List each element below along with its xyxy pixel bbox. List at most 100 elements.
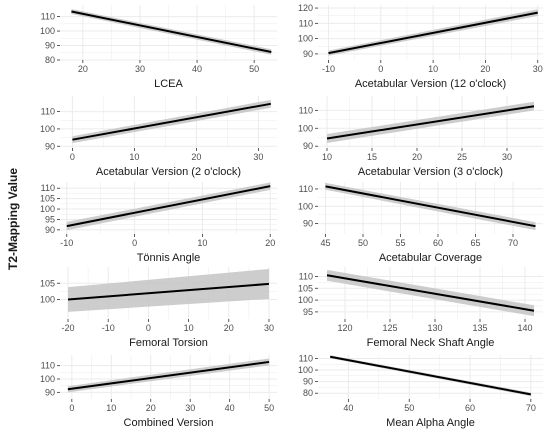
x-tick-label: 135 — [472, 323, 487, 333]
y-tick-label: 90 — [45, 225, 55, 235]
y-tick-label: 110 — [299, 353, 313, 363]
x-axis-title: Tönnis Angle — [137, 252, 201, 264]
regression-line — [72, 102, 271, 141]
x-tick-label: 50 — [358, 238, 368, 248]
x-tick-label: 60 — [433, 238, 443, 248]
chart-panel-9: 0 10 20 30 40 50 90 100 110 Combined Version — [40, 355, 277, 429]
x-tick-label: -10 — [60, 238, 73, 248]
regression-line — [329, 355, 532, 396]
y-tick-label: 110 — [299, 105, 313, 115]
x-tick-label: 30 — [253, 152, 263, 162]
x-tick-label: 20 — [480, 64, 490, 74]
y-tick-label: 100 — [40, 26, 55, 36]
x-tick-label: 10 — [106, 403, 116, 413]
x-axis-title: LCEA — [154, 78, 183, 90]
x-tick-label: 45 — [320, 238, 330, 248]
chart-panel-6: 45 50 55 60 65 70 90 100 110 Acetabular Coverage — [298, 182, 543, 264]
x-tick-label: 120 — [337, 323, 352, 333]
regression-line — [326, 105, 535, 140]
x-tick-label: 10 — [184, 323, 194, 333]
x-tick-label: 40 — [343, 403, 353, 413]
chart-panel-4: 10 15 20 25 30 90 100 110 Acetabular Version (3 … — [298, 96, 543, 178]
x-tick-label: 0 — [132, 238, 137, 248]
y-tick-label: 100 — [298, 34, 313, 44]
confidence-band — [68, 268, 269, 312]
x-tick-label: 0 — [69, 403, 74, 413]
y-tick-label: 90 — [45, 41, 55, 51]
x-tick-label: 140 — [517, 323, 532, 333]
x-tick-label: 0 — [146, 323, 151, 333]
y-tick-label: 110 — [41, 183, 55, 193]
x-tick-label: 50 — [264, 403, 274, 413]
y-tick-label: 110 — [299, 184, 313, 194]
y-tick-label: 90 — [45, 387, 55, 397]
x-tick-label: 125 — [382, 323, 397, 333]
x-axis-title: Acetabular Coverage — [379, 252, 482, 264]
x-tick-label: 20 — [78, 64, 88, 74]
x-tick-label: 50 — [404, 403, 414, 413]
x-tick-label: 30 — [533, 64, 543, 74]
regression-line — [67, 360, 270, 391]
y-tick-label: 90 — [303, 219, 313, 229]
x-tick-label: 20 — [191, 152, 201, 162]
y-tick-label: 110 — [299, 18, 313, 28]
x-tick-label: 15 — [367, 152, 377, 162]
x-axis-title: Combined Version — [124, 417, 214, 429]
y-tick-label: 110 — [41, 107, 55, 117]
x-tick-label: 40 — [192, 64, 202, 74]
x-tick-label: 40 — [225, 403, 235, 413]
y-tick-label: 100 — [298, 365, 313, 375]
x-tick-label: -10 — [322, 64, 335, 74]
y-tick-label: 100 — [298, 123, 313, 133]
x-tick-label: -20 — [62, 323, 75, 333]
chart-panel-2: -10 0 10 20 30 90 100 110 120 Acetabular Version … — [298, 3, 543, 90]
y-tick-label: 100 — [40, 295, 55, 305]
x-tick-label: 65 — [470, 238, 480, 248]
y-axis-label: T2-Mapping Value — [6, 168, 20, 270]
y-tick-label: 90 — [303, 141, 313, 151]
x-tick-label: 10 — [197, 238, 207, 248]
x-tick-label: 10 — [129, 152, 139, 162]
y-tick-label: 110 — [41, 361, 55, 371]
y-tick-label: 100 — [298, 201, 313, 211]
regression-line — [67, 282, 270, 301]
y-tick-label: 110 — [41, 12, 55, 22]
regression-line — [328, 11, 538, 55]
x-tick-label: 10 — [322, 152, 332, 162]
x-tick-label: 130 — [427, 323, 442, 333]
y-tick-label: 100 — [40, 204, 55, 214]
x-tick-label: 70 — [508, 238, 518, 248]
x-tick-label: 0 — [70, 152, 75, 162]
x-tick-label: 10 — [428, 64, 438, 74]
regression-line — [325, 185, 536, 228]
regression-line — [71, 10, 272, 54]
x-tick-label: 60 — [465, 403, 475, 413]
y-tick-label: 120 — [298, 3, 313, 13]
chart-panel-7: -20 -10 0 10 20 30 100 105 Femoral Torsion — [40, 267, 277, 349]
y-tick-label: 100 — [298, 295, 313, 305]
y-tick-label: 105 — [40, 278, 55, 288]
x-tick-label: 55 — [395, 238, 405, 248]
x-axis-title: Femoral Torsion — [129, 337, 208, 349]
y-tick-label: 100 — [40, 124, 55, 134]
x-tick-label: 25 — [457, 152, 467, 162]
regression-line — [326, 274, 535, 312]
y-tick-label: 90 — [45, 141, 55, 151]
regression-line — [66, 185, 271, 228]
x-tick-label: 50 — [249, 64, 259, 74]
y-tick-label: 90 — [303, 49, 313, 59]
x-axis-title: Femoral Neck Shaft Angle — [367, 337, 495, 349]
x-tick-label: 30 — [264, 323, 274, 333]
x-tick-label: 30 — [502, 152, 512, 162]
y-tick-label: 105 — [298, 283, 313, 293]
x-axis-title: Acetabular Version (12 o'clock) — [355, 78, 506, 90]
x-tick-label: 30 — [135, 64, 145, 74]
y-tick-label: 95 — [303, 307, 313, 317]
x-axis-title: Mean Alpha Angle — [386, 417, 475, 429]
x-tick-label: 20 — [146, 403, 156, 413]
y-tick-label: 80 — [303, 388, 313, 398]
x-axis-title: Acetabular Version (2 o'clock) — [96, 166, 241, 178]
chart-panel-8: 120 125 130 135 140 95 100 105 110 Femoral Neck S… — [298, 267, 543, 349]
